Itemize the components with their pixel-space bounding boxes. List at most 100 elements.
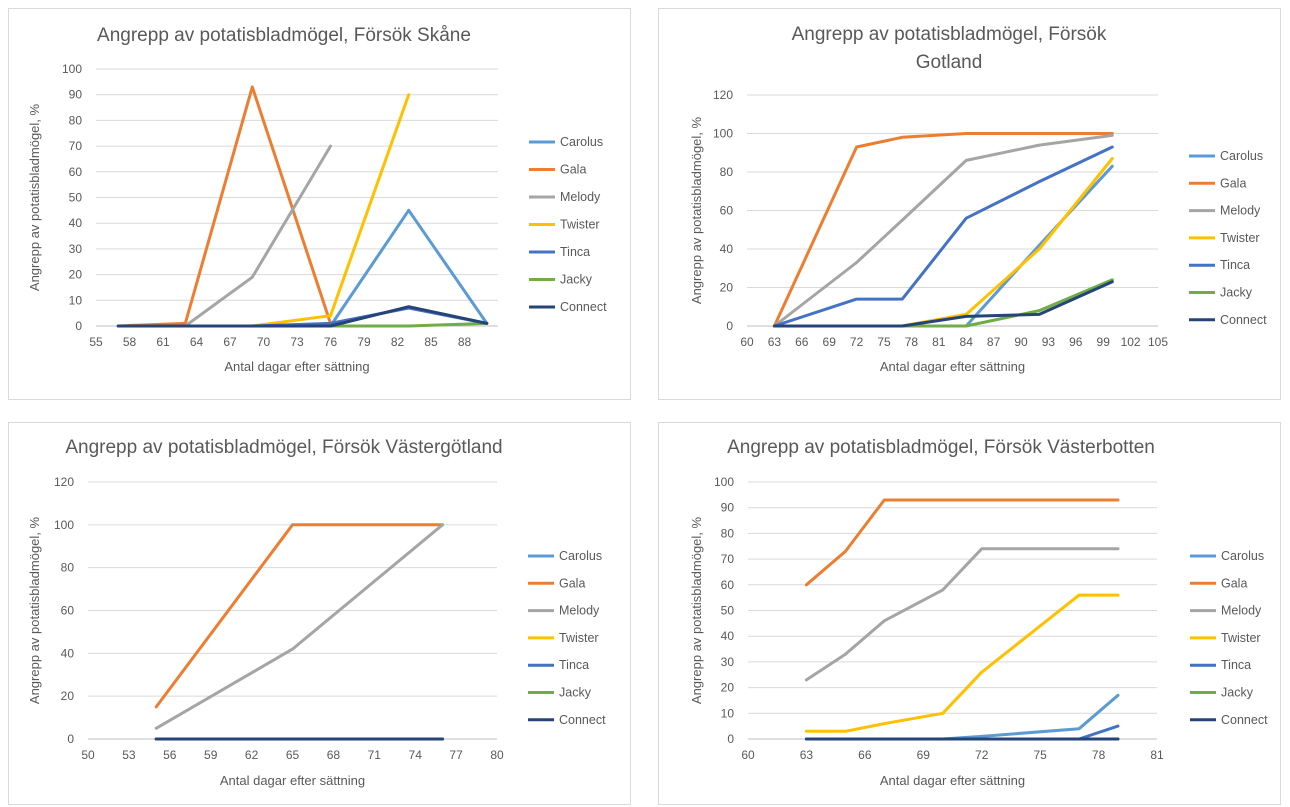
x-tick-label: 80 — [490, 748, 504, 762]
y-tick-label: 60 — [720, 204, 734, 218]
y-tick-label: 90 — [69, 88, 83, 102]
x-tick-label: 66 — [795, 335, 809, 349]
legend-label-jacky: Jacky — [560, 273, 593, 287]
series-line-connect — [772, 280, 1114, 328]
x-tick-label: 77 — [449, 748, 463, 762]
legend-label-jacky: Jacky — [1221, 686, 1254, 700]
y-tick-label: 100 — [54, 518, 74, 532]
y-tick-label: 70 — [69, 139, 83, 153]
y-tick-label: 0 — [726, 319, 733, 333]
x-tick-label: 81 — [932, 335, 946, 349]
y-tick-label: 20 — [69, 268, 83, 282]
x-tick-label: 75 — [1033, 748, 1047, 762]
series-line-connect — [116, 305, 489, 328]
y-tick-label: 70 — [721, 552, 735, 566]
y-tick-label: 20 — [720, 281, 734, 295]
y-tick-label: 120 — [713, 88, 733, 102]
x-tick-label: 63 — [768, 335, 782, 349]
y-tick-label: 60 — [721, 578, 735, 592]
x-tick-label: 85 — [424, 335, 438, 349]
y-tick-label: 10 — [69, 293, 83, 307]
x-tick-label: 75 — [877, 335, 891, 349]
x-tick-label: 69 — [823, 335, 837, 349]
y-tick-label: 20 — [721, 681, 735, 695]
y-tick-label: 80 — [61, 561, 75, 575]
y-tick-label: 80 — [69, 113, 83, 127]
x-tick-label: 67 — [223, 335, 237, 349]
x-tick-label: 73 — [290, 335, 304, 349]
legend-label-gala: Gala — [1220, 176, 1246, 190]
chart-title: Angrepp av potatisbladmögel, Försök Väst… — [727, 437, 1155, 458]
x-tick-label: 71 — [368, 748, 382, 762]
series-line-gala — [116, 85, 332, 328]
x-tick-label: 70 — [257, 335, 271, 349]
legend-label-tinca: Tinca — [560, 245, 590, 259]
series-line-gala — [804, 498, 1120, 587]
y-tick-label: 100 — [62, 62, 82, 76]
legend-label-connect: Connect — [559, 713, 606, 727]
chart-title: Angrepp av potatisbladmögel, Försök Väst… — [65, 437, 502, 458]
x-axis-title: Antal dagar efter sättning — [220, 773, 365, 788]
chart-svg: Angrepp av potatisbladmögel, Försök Gotla… — [689, 24, 1267, 374]
x-tick-label: 72 — [975, 748, 989, 762]
x-tick-label: 53 — [122, 748, 136, 762]
legend-label-tinca: Tinca — [559, 658, 589, 672]
series-line-tinca — [772, 145, 1114, 328]
x-tick-label: 79 — [357, 335, 371, 349]
x-tick-label: 76 — [324, 335, 338, 349]
y-tick-label: 10 — [721, 706, 735, 720]
legend-label-connect: Connect — [560, 300, 607, 314]
x-tick-label: 66 — [858, 748, 872, 762]
x-tick-label: 62 — [245, 748, 259, 762]
legend-label-twister: Twister — [1221, 631, 1261, 645]
x-tick-label: 68 — [327, 748, 341, 762]
y-tick-label: 60 — [61, 604, 75, 618]
x-tick-label: 59 — [204, 748, 218, 762]
x-tick-label: 84 — [960, 335, 974, 349]
series-line-melody — [804, 547, 1120, 682]
x-tick-label: 61 — [156, 335, 170, 349]
chart-svg: Angrepp av potatisbladmögel, Försök Väst… — [27, 437, 606, 788]
legend-label-twister: Twister — [559, 631, 599, 645]
chart-title: Angrepp av potatisbladmögel, Försök — [792, 24, 1107, 45]
legend-label-melody: Melody — [560, 190, 601, 204]
x-tick-label: 99 — [1097, 335, 1111, 349]
chart-panel-skane: Angrepp av potatisbladmögel, Försök Skån… — [8, 8, 631, 400]
x-tick-label: 69 — [917, 748, 931, 762]
x-tick-label: 105 — [1148, 335, 1168, 349]
series-line-carolus — [804, 693, 1120, 741]
x-tick-label: 78 — [1092, 748, 1106, 762]
x-tick-label: 93 — [1042, 335, 1056, 349]
x-tick-label: 63 — [800, 748, 814, 762]
y-tick-label: 40 — [720, 242, 734, 256]
x-tick-label: 56 — [163, 748, 177, 762]
chart-title: Gotland — [916, 52, 983, 73]
x-tick-label: 60 — [740, 335, 754, 349]
y-tick-label: 100 — [714, 475, 734, 489]
legend-label-connect: Connect — [1221, 713, 1268, 727]
chart-svg: Angrepp av potatisbladmögel, Försök Skån… — [27, 25, 607, 374]
series-line-twister — [804, 593, 1120, 733]
x-tick-label: 87 — [987, 335, 1001, 349]
legend-label-melody: Melody — [559, 604, 600, 618]
x-tick-label: 88 — [458, 335, 472, 349]
y-tick-label: 20 — [61, 689, 75, 703]
legend-label-carolus: Carolus — [1221, 549, 1264, 563]
x-tick-label: 74 — [409, 748, 423, 762]
legend-label-jacky: Jacky — [1220, 286, 1253, 300]
legend-label-carolus: Carolus — [559, 549, 602, 563]
y-tick-label: 0 — [75, 319, 82, 333]
chart-svg: Angrepp av potatisbladmögel, Försök Väst… — [689, 437, 1268, 788]
y-axis-title: Angrepp av potatisbladmögel, % — [689, 516, 704, 704]
y-tick-label: 0 — [727, 732, 734, 746]
y-tick-label: 40 — [61, 646, 75, 660]
x-tick-label: 65 — [286, 748, 300, 762]
y-tick-label: 50 — [721, 604, 735, 618]
legend-label-gala: Gala — [559, 576, 585, 590]
y-tick-label: 30 — [721, 655, 735, 669]
series-line-twister — [116, 93, 411, 328]
x-axis-title: Antal dagar efter sättning — [880, 773, 1025, 788]
legend-label-tinca: Tinca — [1220, 258, 1250, 272]
legend-label-carolus: Carolus — [1220, 149, 1263, 163]
y-tick-label: 80 — [721, 526, 735, 540]
